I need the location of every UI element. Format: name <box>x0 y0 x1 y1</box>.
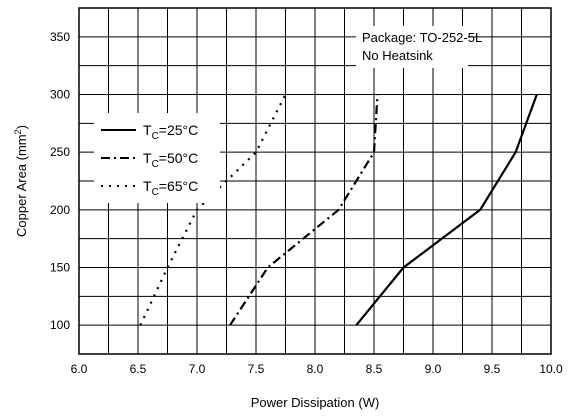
x-tick-label: 8.0 <box>307 362 324 376</box>
y-tick-label: 350 <box>50 30 70 44</box>
y-tick-label: 300 <box>50 88 70 102</box>
y-tick-label: 150 <box>50 261 70 275</box>
x-tick-label: 7.0 <box>189 362 206 376</box>
legend-label-tc65: TC=65°C <box>143 178 198 198</box>
x-tick-label: 10.0 <box>539 362 563 376</box>
x-tick-labels: 6.0 6.5 7.0 7.5 8.0 8.5 9.0 9.5 10.0 <box>71 362 563 376</box>
series-lines <box>139 93 538 326</box>
annotation-line-1: Package: TO-252-5L <box>362 30 482 45</box>
y-axis-label: Copper Area (mm2) <box>13 125 29 237</box>
series-line-tc50 <box>229 94 379 326</box>
series-line-tc25 <box>355 94 538 326</box>
package-annotation: Package: TO-252-5L No Heatsink <box>356 26 482 68</box>
legend: TC=25°C TC=50°C TC=65°C <box>94 113 220 203</box>
x-tick-label: 6.0 <box>71 362 88 376</box>
y-tick-labels: 100 150 200 250 300 350 <box>50 30 70 332</box>
x-tick-label: 7.5 <box>248 362 265 376</box>
series-line-tc65 <box>139 93 287 326</box>
legend-label-tc50: TC=50°C <box>143 150 198 170</box>
x-tick-label: 6.5 <box>130 362 147 376</box>
x-tick-label: 9.0 <box>425 362 442 376</box>
y-tick-label: 200 <box>50 203 70 217</box>
legend-label-tc25: TC=25°C <box>143 122 198 142</box>
x-tick-label: 8.5 <box>366 362 383 376</box>
plot-frame <box>78 7 552 355</box>
annotation-line-2: No Heatsink <box>362 48 433 63</box>
x-axis-label: Power Dissipation (W) <box>251 395 380 410</box>
x-tick-label: 9.5 <box>484 362 501 376</box>
y-tick-label: 250 <box>50 145 70 159</box>
y-tick-label: 100 <box>50 318 70 332</box>
